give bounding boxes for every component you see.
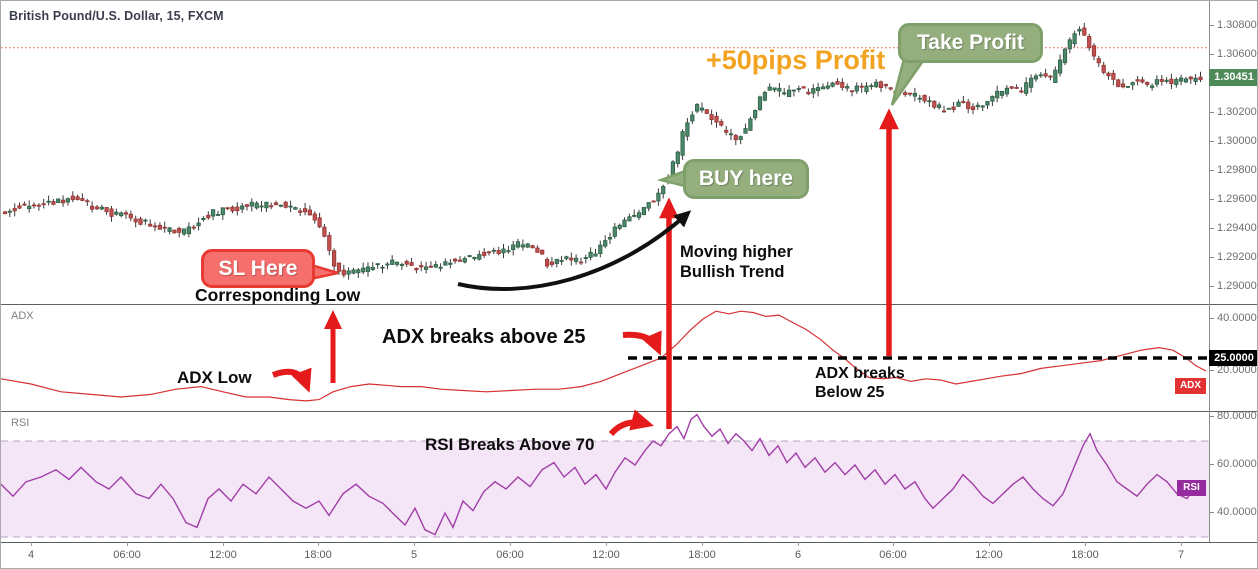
price-axis-label: 1.30800 [1209, 19, 1257, 31]
stop-loss-callout[interactable]: SL Here [201, 249, 315, 288]
adx-breaks-above-note[interactable]: ADX breaks above 25 [382, 326, 586, 348]
price-axis-label: 1.30200 [1209, 106, 1257, 118]
time-axis-label: 4 [27, 549, 35, 561]
bullish-trend-note[interactable]: Moving higher Bullish Trend [680, 242, 793, 282]
time-axis-tick [127, 542, 128, 546]
buy-callout[interactable]: BUY here [683, 159, 809, 199]
adx-low-pointer-arrow[interactable] [271, 367, 312, 393]
adx-line[interactable] [1, 310, 1207, 402]
time-axis-label: 18:00 [304, 549, 332, 561]
current-price-tag: 1.30451 [1209, 69, 1257, 86]
rsi-series-tag: RSI [1177, 480, 1206, 496]
rsi-line[interactable] [1, 413, 1207, 536]
time-axis-label: 06:00 [879, 549, 907, 561]
time-axis-tick [414, 542, 415, 546]
time-axis-tick [318, 542, 319, 546]
time-axis-tick [606, 542, 607, 546]
time-axis-label: 12:00 [592, 549, 620, 561]
time-axis-label: 06:00 [113, 549, 141, 561]
adx-axis-label: 20.0000 [1209, 364, 1257, 376]
adx-indicator-label[interactable]: ADX [11, 310, 34, 322]
rsi-indicator-label[interactable]: RSI [11, 417, 30, 429]
time-axis-label: 7 [1177, 549, 1185, 561]
time-axis-tick [989, 542, 990, 546]
panel-divider-adx-rsi[interactable] [1, 411, 1257, 412]
time-axis-tick [31, 542, 32, 546]
time-axis-label: 18:00 [1071, 549, 1099, 561]
rsi-axis-label: 60.0000 [1209, 458, 1257, 470]
price-axis-label: 1.29600 [1209, 193, 1257, 205]
price-axis-label: 1.29800 [1209, 164, 1257, 176]
bullish-trend-note-line1: Moving higher [680, 243, 793, 261]
time-axis-label: 12:00 [975, 549, 1003, 561]
corresponding-low-note[interactable]: Corresponding Low [195, 285, 361, 305]
time-axis-label: 06:00 [496, 549, 524, 561]
adx-axis-label: 40.0000 [1209, 312, 1257, 324]
time-axis-tick [702, 542, 703, 546]
rsi-axis-label: 40.0000 [1209, 506, 1257, 518]
adx-threshold-tag: 25.0000 [1209, 350, 1257, 366]
price-axis-label: 1.29200 [1209, 251, 1257, 263]
time-axis-label: 12:00 [209, 549, 237, 561]
price-axis-divider [1209, 1, 1210, 542]
price-axis-label: 1.30000 [1209, 135, 1257, 147]
price-axis-label: 1.29000 [1209, 280, 1257, 292]
bullish-trend-curved-arrow[interactable] [457, 210, 692, 291]
time-axis-tick [893, 542, 894, 546]
time-axis-label: 18:00 [688, 549, 716, 561]
adx-series-tag: ADX [1175, 378, 1206, 394]
price-axis-label: 1.29400 [1209, 222, 1257, 234]
adx-breaks-below-line2: Below 25 [815, 383, 885, 401]
time-axis-tick [223, 542, 224, 546]
time-axis-label: 5 [410, 549, 418, 561]
symbol-title[interactable]: British Pound/U.S. Dollar, 15, FXCM [9, 9, 224, 23]
profit-note[interactable]: +50pips Profit [706, 45, 886, 75]
adx-breaks-above-pointer-arrow[interactable] [622, 330, 662, 356]
time-axis-label: 6 [794, 549, 802, 561]
rsi-breaks-above-note[interactable]: RSI Breaks Above 70 [425, 435, 595, 454]
adx-breaks-below-line1: ADX breaks [815, 365, 905, 382]
panel-divider-time-axis [1, 542, 1257, 543]
adx-breaks-below-note[interactable]: ADX breaks Below 25 [815, 365, 905, 402]
price-axis-label: 1.30600 [1209, 48, 1257, 60]
bullish-trend-note-line2: Bullish Trend [680, 263, 785, 281]
take-profit-callout[interactable]: Take Profit [898, 23, 1043, 63]
panel-divider-price-adx[interactable] [1, 304, 1257, 305]
adx-low-note[interactable]: ADX Low [177, 368, 252, 387]
time-axis-tick [510, 542, 511, 546]
rsi-axis-label: 80.0000 [1209, 410, 1257, 422]
time-axis-tick [1085, 542, 1086, 546]
time-axis-tick [798, 542, 799, 546]
time-axis-tick [1181, 542, 1182, 546]
rsi-breaks-above-pointer-arrow[interactable] [608, 409, 654, 437]
